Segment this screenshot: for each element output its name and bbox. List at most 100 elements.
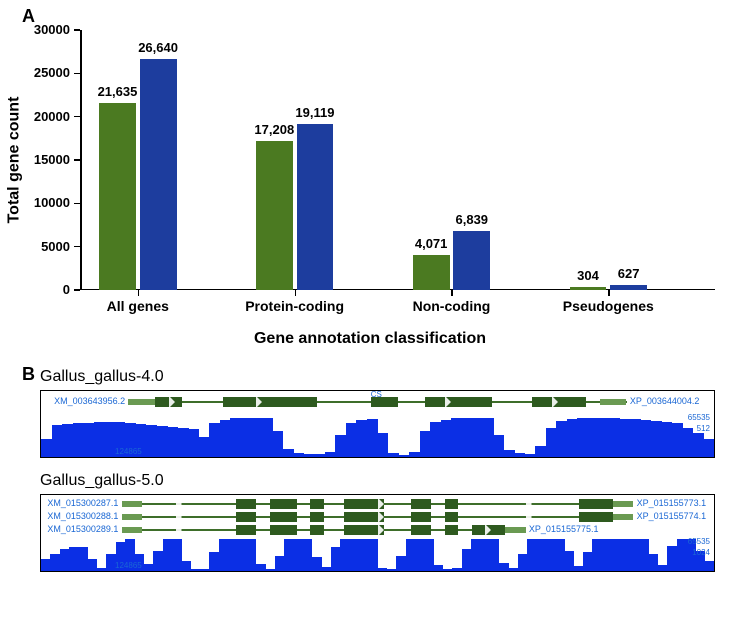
coverage-bar	[199, 437, 210, 457]
coverage-bar	[639, 539, 649, 571]
coverage-bar	[592, 539, 602, 571]
exon	[310, 499, 323, 509]
coverage-bar	[41, 439, 52, 457]
coverage-bar	[157, 426, 168, 457]
coverage-bar	[251, 418, 262, 457]
coverage-bar	[630, 539, 640, 571]
coverage-bar	[434, 565, 444, 571]
coverage-area: 65535 512 124865	[41, 413, 714, 457]
exon	[445, 512, 458, 522]
coverage-bar	[451, 418, 462, 457]
accession-left: XM_003643956.2	[54, 396, 125, 406]
bar	[413, 255, 450, 290]
genes-area: CSXM_003643956.2XP_003644004.2	[41, 391, 714, 413]
coverage-bar	[415, 539, 425, 571]
y-tick-label: 30000	[10, 22, 70, 37]
coverage-bar	[356, 420, 367, 457]
bar	[256, 141, 293, 290]
bar	[570, 287, 607, 290]
coverage-bar	[504, 450, 515, 457]
bar-value-label: 627	[598, 266, 660, 281]
coverage-bar	[188, 429, 199, 457]
bar-value-label: 6,839	[441, 212, 503, 227]
coverage-bar	[514, 453, 525, 457]
coverage-bar	[228, 539, 238, 571]
coverage-scale-min: 512	[697, 424, 710, 433]
coverage-bar	[312, 557, 322, 571]
exon	[236, 499, 256, 509]
coverage-bar	[527, 539, 537, 571]
exon	[425, 397, 492, 407]
ruler-position: 124865	[115, 447, 142, 456]
genome-track: Gallus_gallus-5.0XM_015300287.1XP_015155…	[40, 472, 715, 572]
accession-right: XP_003644004.2	[630, 396, 700, 406]
exon	[310, 512, 323, 522]
coverage-bar	[621, 539, 631, 571]
coverage-bar	[399, 455, 410, 457]
coverage-bar	[69, 547, 79, 571]
coverage-bar	[651, 421, 662, 457]
exon	[223, 397, 317, 407]
accession-right: XP_015155775.1	[529, 524, 599, 534]
coverage-bar	[424, 539, 434, 571]
exon	[411, 499, 431, 509]
coverage-bar	[293, 453, 304, 457]
coverage-bar	[368, 539, 378, 571]
exon	[344, 525, 384, 535]
coverage-scale-max: 65535	[688, 413, 710, 422]
coverage-bar	[598, 418, 609, 457]
coverage-area: 655351024124865	[41, 537, 714, 571]
panel-b-label: B	[22, 364, 35, 385]
x-category-label: Non-coding	[387, 290, 515, 314]
exon	[236, 512, 256, 522]
exon-utr	[122, 527, 142, 533]
panel-b: Gallus_gallus-4.0CSXM_003643956.2XP_0036…	[40, 368, 715, 586]
coverage-bar	[420, 431, 431, 457]
coverage-bar	[378, 568, 388, 571]
coverage-bar	[304, 454, 315, 457]
coverage-bar	[609, 418, 620, 457]
coverage-bar	[583, 552, 593, 571]
y-axis-line	[80, 30, 82, 290]
coverage-bar	[209, 423, 220, 457]
coverage-scale-min: 1024	[692, 548, 710, 557]
coverage-bar	[325, 452, 336, 457]
coverage-bar	[303, 539, 313, 571]
exon-utr	[122, 501, 142, 507]
coverage-bar	[335, 435, 346, 457]
bar-value-label: 19,119	[284, 105, 346, 120]
coverage-bar	[388, 453, 399, 457]
coverage-bar	[262, 418, 273, 457]
x-category-label: Protein-coding	[230, 290, 358, 314]
coverage-bar	[672, 423, 683, 457]
y-tick-mark	[74, 73, 80, 75]
coverage-bar	[564, 551, 574, 571]
coverage-bar	[73, 423, 84, 457]
bar-value-label: 26,640	[127, 40, 189, 55]
coverage-bar	[331, 547, 341, 571]
coverage-bar	[536, 539, 546, 571]
coverage-bar	[283, 449, 294, 457]
coverage-bar	[619, 419, 630, 457]
coverage-bar	[640, 420, 651, 457]
y-tick-mark	[74, 159, 80, 161]
exon	[411, 512, 431, 522]
coverage-bar	[387, 569, 397, 571]
bar	[610, 285, 647, 290]
coverage-bar	[705, 561, 715, 571]
figure: A Total gene count 050001000015000200002…	[0, 0, 740, 619]
coverage-bar	[630, 419, 641, 457]
coverage-bar	[83, 423, 94, 457]
y-tick-label: 15000	[10, 152, 70, 167]
coverage-bar	[97, 568, 107, 571]
exon	[310, 525, 323, 535]
coverage-bar	[167, 427, 178, 457]
track-title: Gallus_gallus-4.0	[40, 368, 715, 386]
exon-utr	[613, 501, 633, 507]
x-axis-title: Gene annotation classification	[0, 330, 740, 348]
coverage-bar	[144, 564, 154, 571]
coverage-bar	[314, 454, 325, 457]
coverage-bar	[219, 539, 229, 571]
y-tick-mark	[74, 116, 80, 118]
exon	[445, 525, 458, 535]
